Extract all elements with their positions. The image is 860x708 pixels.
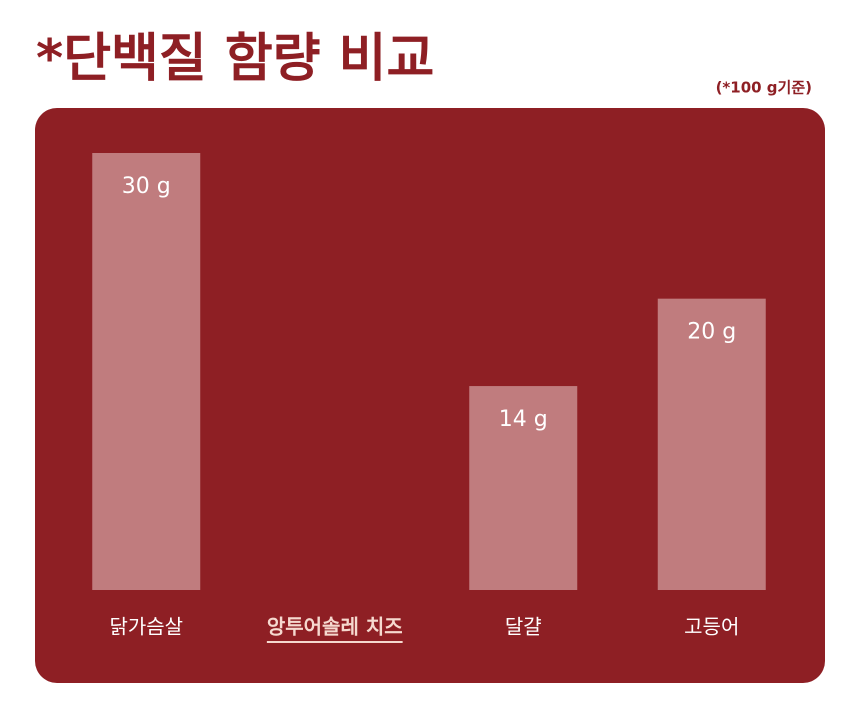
bar [469, 386, 578, 590]
data-label: 14 g [499, 407, 548, 432]
chart-panel [35, 108, 825, 683]
x-tick-label: 닭가슴살 [109, 615, 183, 639]
chart-subtitle: (*100 g기준) [716, 79, 812, 97]
data-label: 30 g [122, 174, 171, 199]
bar [92, 153, 201, 590]
chart-title: *단백질 함량 비교 [36, 29, 434, 89]
x-tick-label: 앙투어솔레 치즈 [267, 615, 403, 639]
x-tick-label: 고등어 [684, 615, 739, 639]
data-label: 20 g [687, 320, 736, 345]
bar [657, 298, 766, 590]
x-tick-label: 달걀 [505, 615, 542, 639]
